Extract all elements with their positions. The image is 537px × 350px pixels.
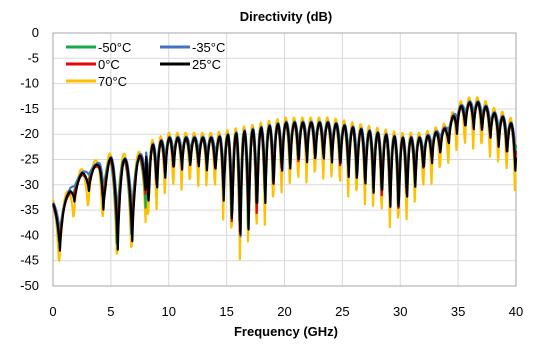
y-tick-label: -35 [20, 202, 39, 217]
x-tick-label: 5 [107, 304, 114, 319]
y-tick-label: -15 [20, 101, 39, 116]
legend-label: 70°C [98, 74, 127, 89]
y-tick-label: -25 [20, 152, 39, 167]
x-tick-label: 40 [509, 304, 523, 319]
x-tick-label: 10 [162, 304, 176, 319]
legend: -50°C -35°C 0°C 25°C 70°C [66, 40, 225, 89]
y-tick-label: -5 [27, 50, 39, 65]
y-tick-label: -45 [20, 253, 39, 268]
x-tick-label: 15 [219, 304, 233, 319]
legend-label: -35°C [192, 40, 225, 55]
chart-title: Directivity (dB) [240, 9, 332, 24]
series-lines [51, 96, 518, 262]
y-tick-label: -50 [20, 278, 39, 293]
legend-label: 25°C [192, 57, 221, 72]
x-tick-label: 30 [393, 304, 407, 319]
x-tick-label: 25 [335, 304, 349, 319]
legend-label: -50°C [98, 40, 131, 55]
x-axis-label: Frequency (GHz) [234, 324, 338, 339]
y-tick-label: -10 [20, 76, 39, 91]
legend-label: 0°C [98, 57, 120, 72]
x-tick-label: 35 [451, 304, 465, 319]
y-tick-label: -30 [20, 177, 39, 192]
x-tick-label: 0 [49, 304, 56, 319]
y-axis-ticks: 0 -5 -10 -15 -20 -25 -30 -35 -40 -45 -50 [20, 25, 39, 293]
y-tick-label: 0 [32, 25, 39, 40]
x-tick-label: 20 [277, 304, 291, 319]
series-line [52, 101, 518, 252]
y-tick-label: -40 [20, 227, 39, 242]
x-axis-ticks: 0 5 10 15 20 25 30 35 40 [49, 304, 523, 319]
y-tick-label: -20 [20, 126, 39, 141]
